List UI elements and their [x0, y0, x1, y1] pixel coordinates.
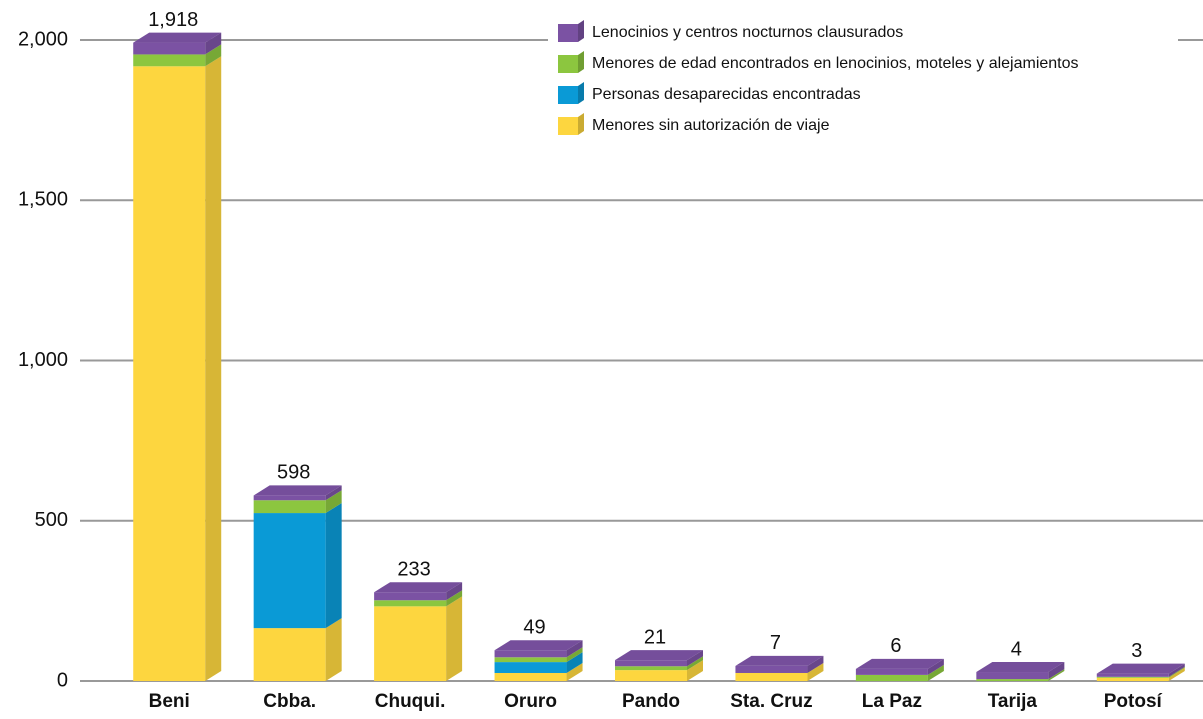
bar-top	[1096, 663, 1185, 674]
bar-segment	[615, 666, 687, 671]
bar-side	[687, 650, 703, 667]
bar-top	[494, 640, 583, 651]
bar-segment	[1096, 676, 1169, 678]
legend-swatch-side	[578, 51, 584, 73]
bar-segment	[855, 668, 928, 675]
bar-side	[566, 647, 583, 663]
bar-label: 49	[523, 617, 545, 639]
bar-top	[976, 662, 1065, 673]
legend-swatch	[558, 55, 578, 73]
bar-side	[325, 490, 342, 514]
bar-label: 4	[1011, 638, 1022, 660]
bar-segment	[735, 672, 808, 681]
bar-side	[205, 56, 222, 681]
bar-side	[446, 590, 463, 607]
bar-segment	[615, 670, 687, 681]
bar-side	[1048, 669, 1065, 681]
legend-background	[548, 18, 1178, 142]
legend-swatch-side	[578, 113, 584, 135]
bar-top	[133, 32, 222, 43]
x-tick-label: Potosí	[1104, 691, 1163, 712]
bar-segment	[976, 679, 1049, 681]
bar-segment	[1096, 677, 1169, 681]
bar-label: 6	[890, 635, 901, 657]
bar-top	[253, 485, 342, 496]
bar-side	[566, 662, 583, 681]
bar-side	[1168, 663, 1185, 677]
x-tick-label: Tarija	[988, 691, 1038, 712]
bar-label: 21	[644, 626, 666, 648]
bar-segment	[133, 42, 206, 55]
legend-swatch	[558, 117, 578, 135]
legend-label: Menores de edad encontrados en lenocinio…	[592, 55, 1079, 72]
bar-segment	[253, 513, 326, 629]
x-tick-label: Beni	[149, 691, 190, 712]
bar-side	[566, 640, 583, 658]
bar-segment	[494, 662, 567, 673]
bar-side	[325, 618, 342, 681]
bar-segment	[615, 660, 687, 667]
x-tick-label: La Paz	[862, 691, 922, 712]
x-tick-label: Chuqui.	[375, 691, 446, 712]
bar-side	[1048, 662, 1065, 680]
bar-top	[855, 658, 944, 669]
bar-side	[927, 658, 944, 675]
bar-label: 598	[277, 462, 310, 484]
bar-label: 233	[397, 559, 430, 581]
y-tick-label: 1,000	[18, 349, 68, 371]
bar-side	[325, 503, 342, 629]
legend-label: Menores sin autorización de viaje	[592, 117, 830, 134]
bar-side	[446, 596, 463, 681]
bar-segment	[1096, 673, 1169, 677]
bar-segment	[374, 606, 447, 681]
x-tick-label: Oruro	[504, 691, 557, 712]
bar-segment	[253, 628, 326, 681]
bar-segment	[374, 600, 447, 607]
bar-label: 7	[770, 632, 781, 654]
bar-top	[615, 650, 703, 661]
bar-segment	[494, 657, 567, 663]
bar-side	[205, 32, 222, 55]
bar-segment	[253, 500, 326, 514]
bar-segment	[374, 592, 447, 601]
bar-segment	[735, 665, 808, 673]
legend-label: Lenocinios y centros nocturnos clausurad…	[592, 24, 903, 41]
y-tick-label: 500	[35, 509, 68, 531]
bar-side	[325, 485, 342, 501]
bar-label: 1,918	[148, 9, 198, 31]
legend-swatch-side	[578, 20, 584, 42]
legend-swatch	[558, 24, 578, 42]
bar-side	[566, 652, 583, 673]
y-tick-label: 1,500	[18, 189, 68, 211]
bar-side	[927, 664, 944, 681]
bar-segment	[494, 672, 567, 681]
legend-label: Personas desaparecidas encontradas	[592, 86, 861, 103]
bar-side	[1168, 667, 1185, 681]
bar-side	[205, 44, 222, 67]
legend-swatch-side	[578, 82, 584, 104]
bar-segment	[133, 54, 206, 67]
bar-segment	[133, 66, 206, 681]
bar-segment	[855, 674, 928, 681]
bar-side	[807, 662, 824, 681]
x-tick-label: Sta. Cruz	[730, 691, 812, 712]
bar-segment	[494, 650, 567, 658]
bar-top	[374, 582, 463, 593]
x-tick-label: Cbba.	[263, 691, 316, 712]
bar-side	[807, 655, 824, 673]
bar-side	[1168, 666, 1185, 678]
bar-segment	[976, 672, 1049, 680]
x-tick-label: Pando	[622, 691, 680, 712]
bar-top	[735, 655, 824, 666]
bar-segment	[253, 495, 326, 501]
bar-side	[687, 660, 703, 681]
bar-side	[687, 656, 703, 671]
bar-label: 3	[1131, 640, 1142, 662]
y-tick-label: 0	[57, 669, 68, 691]
legend-swatch	[558, 86, 578, 104]
y-tick-label: 2,000	[18, 28, 68, 50]
bar-side	[446, 582, 463, 601]
